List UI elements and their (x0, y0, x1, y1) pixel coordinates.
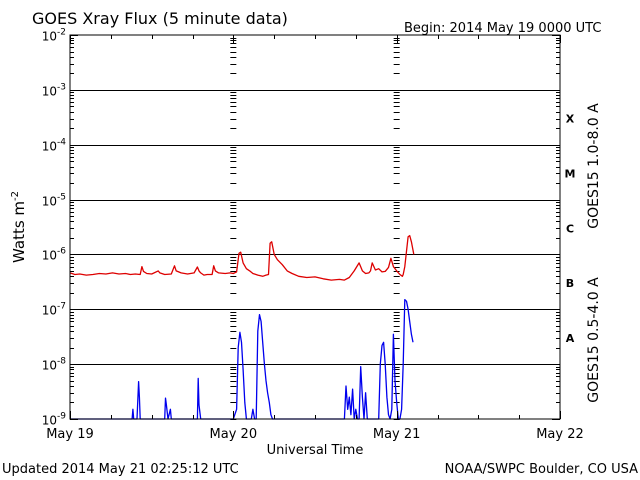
x-tick-label: May 19 (46, 427, 94, 442)
y-tick-label: 10-8 (42, 357, 67, 373)
legend-short-wave: GOES15 0.5-4.0 A (586, 277, 602, 403)
chart-title: GOES Xray Flux (5 minute data) (32, 9, 288, 28)
x-axis-label: Universal Time (267, 443, 364, 458)
y-axis-label-exponent: -2 (10, 191, 21, 201)
y-tick-label: 10-5 (42, 193, 66, 209)
series-line-2 (70, 298, 414, 420)
plot-frame (69, 34, 561, 420)
y-tick-label: 10-9 (42, 412, 67, 428)
x-axis-ticks: May 19 May 20 May 21 May 22 (46, 35, 584, 442)
y-tick-label: 10-6 (42, 247, 67, 263)
flare-class-a: A (566, 332, 575, 345)
x-tick-label: May 22 (536, 427, 584, 442)
y-axis-ticks: 10-2 10-3 10-4 10-5 10-6 10-7 10-8 10-9 (42, 28, 560, 428)
begin-label: Begin: 2014 May 19 0000 UTC (404, 21, 601, 36)
grid-lines (70, 90, 560, 365)
x-tick-label: May 21 (373, 427, 421, 442)
y-tick-label: 10-2 (42, 28, 66, 44)
credit-text: NOAA/SWPC Boulder, CO USA (445, 462, 638, 477)
x-tick-label: May 20 (210, 427, 258, 442)
series-layer (69, 234, 415, 420)
legend-long-wave: GOES15 1.0-8.0 A (586, 103, 602, 229)
flare-class-b: B (566, 277, 574, 290)
y-tick-label: 10-7 (42, 302, 66, 318)
day-tick-marks (230, 38, 400, 420)
y-axis-label-group: Watts m-2 (10, 191, 28, 263)
flare-class-x: X (566, 113, 575, 126)
y-tick-label: 10-3 (42, 83, 66, 99)
updated-text: Updated 2014 May 21 02:25:12 UTC (2, 462, 239, 477)
y-tick-label: 10-4 (42, 138, 67, 154)
flare-class-m: M (565, 167, 576, 180)
svg-text:Watts m-2: Watts m-2 (10, 191, 28, 263)
series-line-1 (69, 234, 415, 281)
flare-class-labels: X M C B A (565, 113, 576, 345)
y-axis-label: Watts m (10, 201, 28, 263)
flare-class-c: C (566, 222, 574, 235)
